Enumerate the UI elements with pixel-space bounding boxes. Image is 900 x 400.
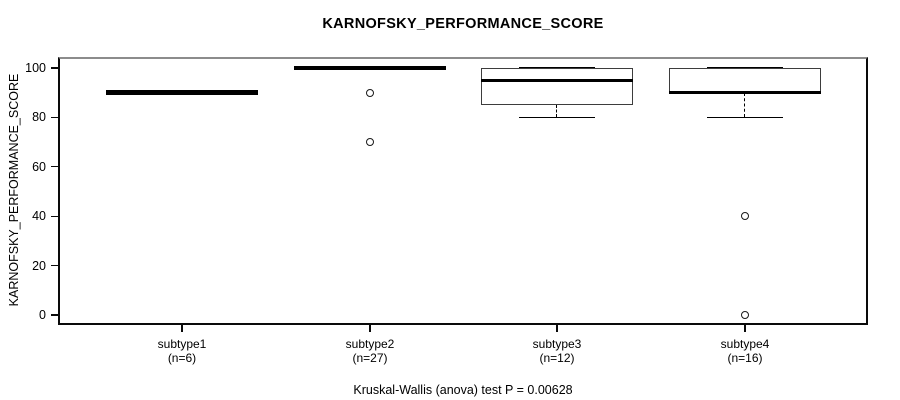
x-category-label: subtype2 (n=27)	[295, 337, 445, 365]
lower-whisker	[556, 105, 558, 118]
outlier-point	[366, 88, 374, 97]
outlier-point	[366, 138, 374, 147]
stat-test-caption: Kruskal-Wallis (anova) test P = 0.00628	[353, 383, 573, 397]
y-tick-mark	[51, 215, 58, 217]
y-tick-label: 20	[32, 258, 46, 273]
lower-whisker-cap	[519, 116, 595, 119]
x-tick-mark	[369, 325, 371, 332]
lower-whisker-cap	[707, 116, 783, 119]
x-tick-mark	[181, 325, 183, 332]
y-tick-label: 40	[32, 209, 46, 224]
y-tick-label: 0	[39, 308, 46, 322]
y-tick-label: 60	[32, 159, 46, 174]
upper-whisker-cap	[519, 66, 595, 70]
y-tick-label: 100	[25, 61, 46, 75]
box	[481, 68, 633, 106]
y-tick-mark	[51, 116, 58, 119]
x-category-name: subtype3	[532, 337, 582, 351]
y-tick-mark	[51, 314, 58, 316]
y-tick-mark	[51, 67, 58, 69]
y-tick-mark	[51, 166, 58, 168]
x-category-count: (n=12)	[539, 350, 575, 365]
degenerate-box-line	[294, 65, 446, 71]
median-line	[481, 78, 633, 83]
x-tick-mark	[744, 325, 746, 332]
box	[669, 68, 821, 93]
x-category-name: subtype2	[345, 337, 395, 351]
degenerate-box-line	[106, 90, 258, 95]
x-category-name: subtype1	[157, 337, 207, 351]
chart-title: KARNOFSKY_PERFORMANCE_SCORE	[322, 16, 604, 32]
y-tick-label: 80	[32, 110, 46, 125]
lower-whisker	[744, 92, 746, 118]
x-category-label: subtype1 (n=6)	[107, 337, 257, 365]
x-category-name: subtype4	[720, 337, 770, 351]
x-category-count: (n=6)	[167, 350, 197, 365]
median-line	[669, 90, 821, 95]
x-tick-mark	[556, 325, 558, 332]
outlier-point	[741, 212, 749, 221]
x-category-label: subtype3 (n=12)	[482, 337, 632, 365]
outlier-point	[741, 311, 749, 319]
x-category-label: subtype4 (n=16)	[670, 337, 820, 365]
upper-whisker-cap	[707, 66, 783, 70]
x-category-count: (n=27)	[352, 350, 388, 365]
x-category-count: (n=16)	[727, 350, 763, 365]
plot-area	[58, 57, 868, 325]
y-tick-mark	[51, 264, 58, 267]
